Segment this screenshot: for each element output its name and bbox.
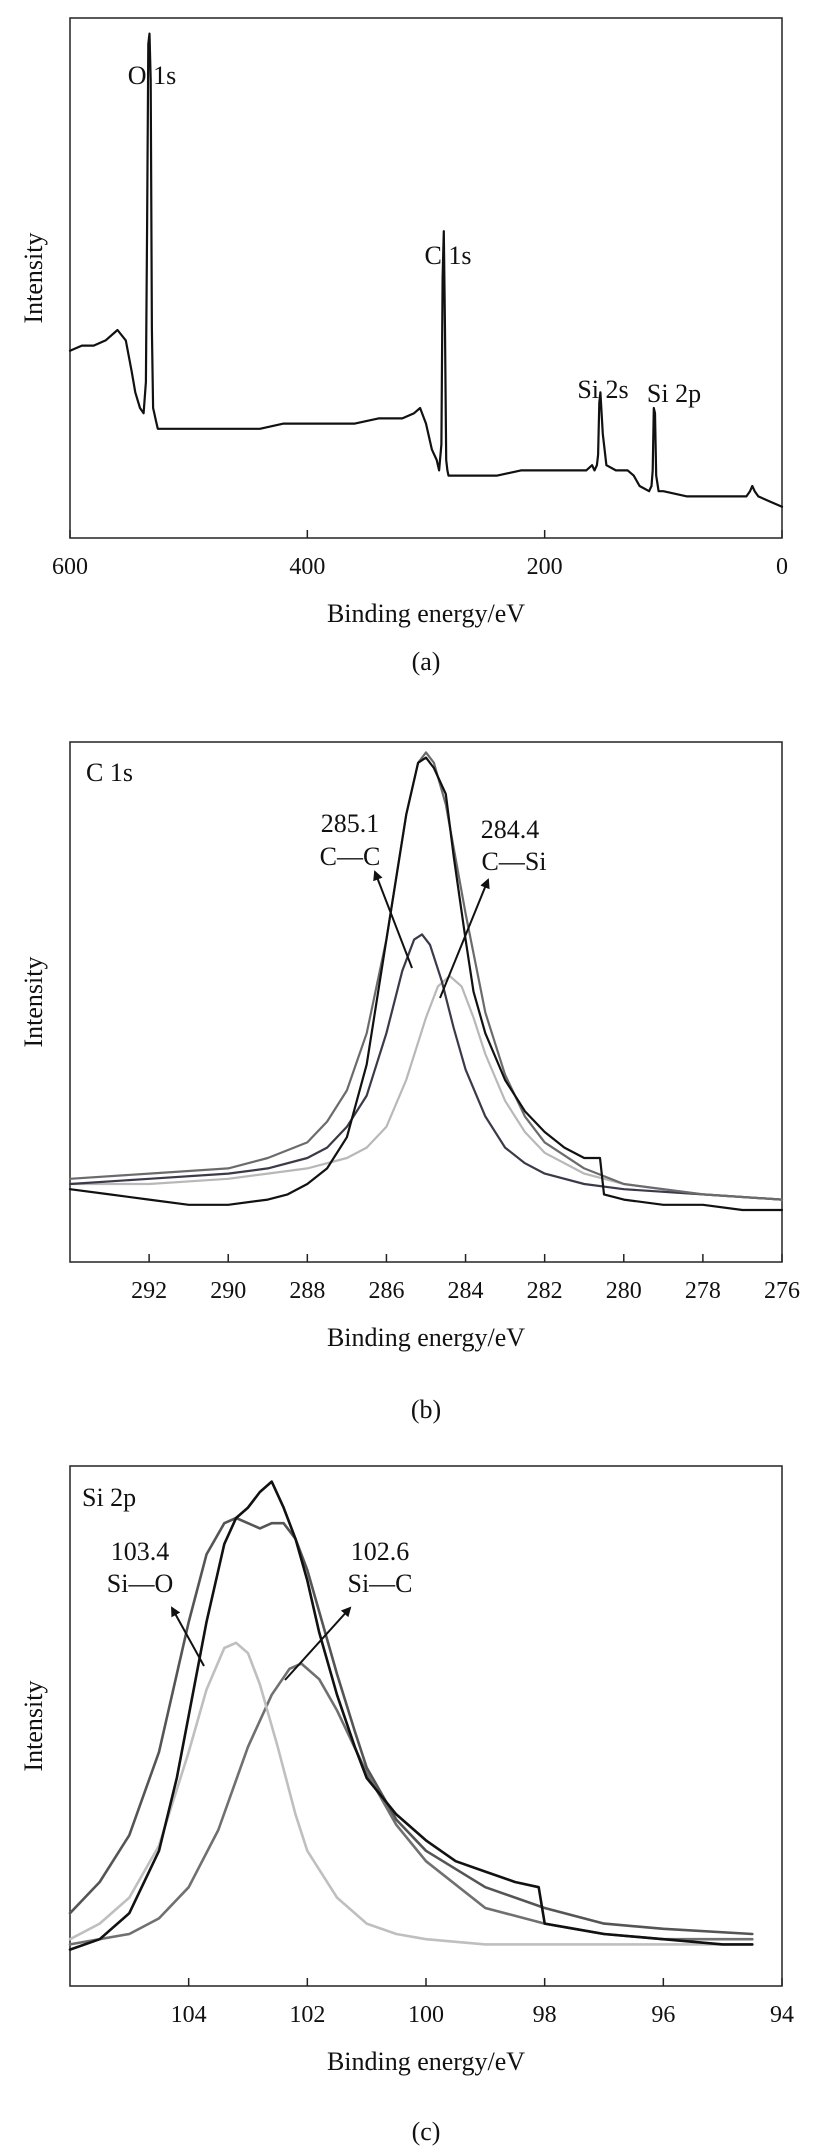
y-axis-label: Intensity <box>19 1681 48 1772</box>
series-line-c-c <box>68 933 784 1201</box>
x-tick-label: 98 <box>533 2002 557 2028</box>
x-tick-label: 278 <box>685 1278 721 1304</box>
series-group <box>68 751 784 1212</box>
panel-a-survey: 600 400 200 0 Intensity Binding energy/eV (… <box>19 17 788 676</box>
panel-label: Si 2p <box>82 1483 136 1512</box>
x-tick-label: 96 <box>651 2002 675 2028</box>
x-axis-label: Binding energy/eV <box>327 599 525 628</box>
bond-label-sio: Si—O <box>107 1569 173 1598</box>
bond-label-sic: Si—C <box>347 1569 412 1598</box>
x-tick-label: 282 <box>527 1278 563 1304</box>
panel-b-c1s: 292 290 288 286 284 282 280 278 276 C 1s Intensi… <box>19 741 800 1424</box>
x-axis-label: Binding energy/eV <box>327 1323 525 1352</box>
x-tick-label: 0 <box>776 554 788 580</box>
series-line-measured <box>68 756 784 1212</box>
arrow-csi <box>439 878 490 999</box>
x-tick-label: 286 <box>368 1278 404 1304</box>
x-axis-ticks: 104 102 100 98 96 94 <box>171 1978 794 2028</box>
peak-label-si2p: Si 2p <box>647 379 701 408</box>
x-tick-label: 102 <box>289 2002 325 2028</box>
x-axis-label: Binding energy/eV <box>327 2047 525 2076</box>
panel-c-si2p: 104 102 100 98 96 94 Si 2p Intensity Binding … <box>19 1465 794 2146</box>
panel-label: C 1s <box>86 758 133 787</box>
arrow-sic <box>284 1606 352 1681</box>
x-axis-ticks: 600 400 200 0 <box>52 530 788 580</box>
x-tick-label: 94 <box>770 2002 794 2028</box>
x-tick-label: 276 <box>764 1278 800 1304</box>
x-tick-label: 104 <box>171 2002 207 2028</box>
arrow-sio <box>171 1606 205 1667</box>
series-line-fitted-envelope <box>68 751 784 1201</box>
x-tick-label: 600 <box>52 554 88 580</box>
bond-label-cc: C—C <box>320 842 381 871</box>
x-tick-label: 200 <box>527 554 563 580</box>
plot-frame <box>69 17 783 539</box>
y-axis-label: Intensity <box>19 233 48 324</box>
x-tick-label: 400 <box>289 554 325 580</box>
peak-value-sio: 103.4 <box>111 1537 170 1566</box>
peak-value-sic: 102.6 <box>351 1537 410 1566</box>
panel-caption: (c) <box>412 2117 441 2146</box>
bond-label-csi: C—Si <box>481 847 546 876</box>
x-tick-label: 290 <box>210 1278 246 1304</box>
series-group <box>68 32 784 508</box>
plot-frame <box>69 1465 783 1987</box>
peak-label-o1s: O 1s <box>128 61 176 90</box>
panel-caption: (b) <box>411 1395 441 1424</box>
x-tick-label: 292 <box>131 1278 167 1304</box>
y-axis-label: Intensity <box>19 957 48 1048</box>
series-group <box>68 1480 754 1951</box>
x-tick-label: 288 <box>289 1278 325 1304</box>
series-line-survey-spectrum <box>68 32 784 508</box>
panel-caption: (a) <box>412 647 441 676</box>
series-line-measured <box>68 1480 754 1951</box>
series-line-c-si <box>68 974 784 1201</box>
x-tick-label: 280 <box>606 1278 642 1304</box>
peak-value-cc: 285.1 <box>321 809 380 838</box>
x-axis-ticks: 292 290 288 286 284 282 280 278 276 <box>131 1254 800 1304</box>
peak-value-csi: 284.4 <box>481 815 540 844</box>
x-tick-label: 284 <box>448 1278 484 1304</box>
arrow-cc <box>373 870 413 969</box>
plot-frame <box>69 741 783 1263</box>
peak-label-si2s: Si 2s <box>577 375 628 404</box>
x-tick-label: 100 <box>408 2002 444 2028</box>
peak-label-c1s: C 1s <box>425 241 472 270</box>
